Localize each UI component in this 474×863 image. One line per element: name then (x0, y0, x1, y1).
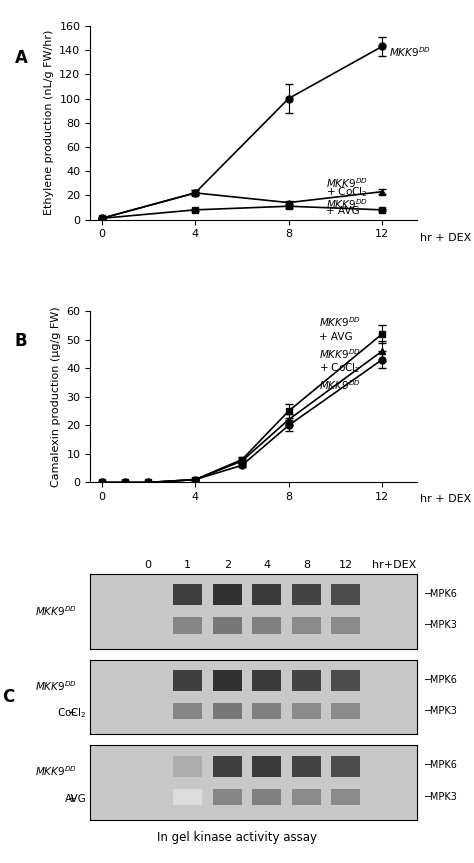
Text: ─MPK6: ─MPK6 (424, 760, 456, 771)
Bar (173, 756, 202, 777)
Text: + CoCl$_2$: + CoCl$_2$ (319, 362, 361, 375)
Bar (331, 671, 360, 691)
Bar (292, 671, 321, 691)
Bar (213, 617, 242, 633)
Text: ─MPK6: ─MPK6 (424, 675, 456, 685)
Text: In gel kinase activity assay: In gel kinase activity assay (157, 831, 317, 844)
Bar (173, 789, 202, 805)
Bar (292, 617, 321, 633)
Text: $\it{MKK9}^{\it{DD}}$: $\it{MKK9}^{\it{DD}}$ (319, 316, 361, 330)
Text: 4: 4 (263, 559, 270, 570)
Bar (173, 584, 202, 605)
Text: 1: 1 (184, 559, 191, 570)
Text: $\it{MKK9}^{\it{DD}}$: $\it{MKK9}^{\it{DD}}$ (389, 46, 431, 60)
Text: + AVG: + AVG (319, 332, 353, 342)
Text: $\it{MKK9}^{\it{DD}}$: $\it{MKK9}^{\it{DD}}$ (326, 176, 368, 190)
Text: + CoCl$_2$: + CoCl$_2$ (326, 185, 368, 198)
Text: $\it{MKK9}^{\it{DD}}$: $\it{MKK9}^{\it{DD}}$ (319, 379, 361, 393)
Text: $\it{MKK9}^{\it{DD}}$: $\it{MKK9}^{\it{DD}}$ (35, 765, 77, 778)
Bar (292, 789, 321, 805)
Text: CoCl$_2$: CoCl$_2$ (57, 707, 87, 721)
Text: +: + (68, 709, 77, 718)
Text: AVG: AVG (65, 794, 87, 804)
Bar (292, 703, 321, 719)
Bar (292, 756, 321, 777)
Bar (252, 671, 281, 691)
Text: ─MPK3: ─MPK3 (424, 620, 456, 631)
Bar (173, 617, 202, 633)
Text: ─MPK6: ─MPK6 (424, 589, 456, 599)
Y-axis label: Ethylene production (nL/g FW/hr): Ethylene production (nL/g FW/hr) (44, 30, 54, 216)
Text: ─MPK3: ─MPK3 (424, 791, 456, 802)
Text: 12: 12 (339, 559, 353, 570)
Bar (213, 703, 242, 719)
Text: B: B (15, 331, 27, 350)
Text: ─MPK3: ─MPK3 (424, 706, 456, 716)
Bar (213, 671, 242, 691)
Text: $\it{MKK9}^{\it{DD}}$: $\it{MKK9}^{\it{DD}}$ (326, 197, 368, 211)
Bar (173, 703, 202, 719)
Text: 0: 0 (145, 559, 152, 570)
Text: +: + (68, 794, 77, 804)
Y-axis label: Camalexin production (μg/g FW): Camalexin production (μg/g FW) (51, 306, 61, 487)
Bar (213, 584, 242, 605)
Bar (252, 584, 281, 605)
Bar (331, 789, 360, 805)
Bar (213, 756, 242, 777)
Text: $\it{MKK9}^{\it{DD}}$: $\it{MKK9}^{\it{DD}}$ (35, 604, 77, 618)
Bar (252, 617, 281, 633)
Bar (252, 756, 281, 777)
Text: + AVG: + AVG (326, 206, 360, 216)
Bar (292, 584, 321, 605)
Text: 8: 8 (303, 559, 310, 570)
Text: hr + DEX: hr + DEX (420, 494, 472, 505)
Text: hr+DEX: hr+DEX (372, 559, 417, 570)
Bar (213, 789, 242, 805)
Bar (331, 584, 360, 605)
Bar (252, 703, 281, 719)
Text: A: A (15, 49, 27, 67)
Text: hr + DEX: hr + DEX (420, 233, 472, 243)
Bar (331, 756, 360, 777)
Text: $\it{MKK9}^{\it{DD}}$: $\it{MKK9}^{\it{DD}}$ (35, 679, 77, 693)
Text: 2: 2 (224, 559, 231, 570)
Text: $\it{MKK9}^{\it{DD}}$: $\it{MKK9}^{\it{DD}}$ (319, 347, 361, 361)
Bar (173, 671, 202, 691)
Bar (252, 789, 281, 805)
Bar (331, 617, 360, 633)
Text: C: C (2, 688, 14, 706)
Bar (331, 703, 360, 719)
